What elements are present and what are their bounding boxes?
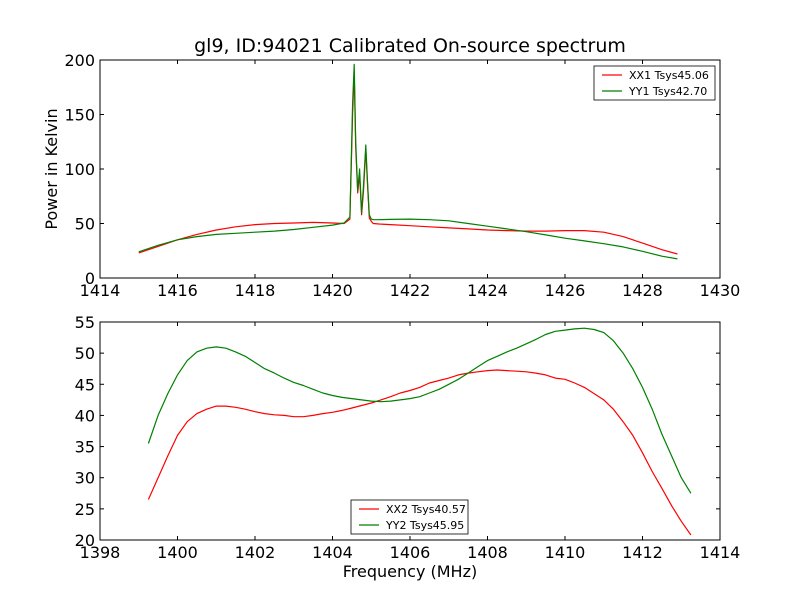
bottom-y-tick-label: 30 bbox=[75, 469, 95, 488]
top-x-tick-label: 1426 bbox=[545, 281, 586, 300]
top-x-tick-label: 1414 bbox=[80, 281, 121, 300]
top-legend-label-1: XX1 Tsys45.06 bbox=[629, 69, 709, 82]
bottom-legend-box bbox=[350, 499, 469, 535]
bottom-x-tick-label: 1408 bbox=[467, 543, 508, 562]
bottom-x-tick-label: 1406 bbox=[390, 543, 431, 562]
top-y-tick-label: 50 bbox=[75, 215, 95, 234]
bottom-series-line-2 bbox=[147, 327, 692, 494]
top-y-tick-label: 0 bbox=[85, 269, 95, 288]
bottom-x-tick-label: 1398 bbox=[80, 543, 121, 562]
top-x-tick-label: 1420 bbox=[312, 281, 353, 300]
bottom-y-tick-label: 40 bbox=[75, 406, 95, 425]
bottom-y-tick-label: 25 bbox=[75, 500, 95, 519]
bottom-series-line-1 bbox=[147, 369, 692, 536]
bottom-x-tick-label: 1402 bbox=[235, 543, 276, 562]
chart-title: gl9, ID:94021 Calibrated On-source spect… bbox=[194, 35, 626, 57]
top-y-tick-label: 100 bbox=[64, 160, 95, 179]
bottom-legend-label-1: XX2 Tsys40.57 bbox=[386, 503, 466, 516]
bottom-x-tick-label: 1404 bbox=[312, 543, 353, 562]
bottom-y-tick-label: 55 bbox=[75, 313, 95, 332]
top-legend-box bbox=[593, 65, 716, 101]
bottom-plot-panel: 1398 1400 1402 1404 1406 1408 1410 1412 1414 20 25… bbox=[75, 313, 741, 562]
bottom-y-tick-label: 50 bbox=[75, 344, 95, 363]
top-y-tick-label: 150 bbox=[64, 106, 95, 125]
top-legend-label-2: YY1 Tsys42.70 bbox=[628, 85, 707, 98]
top-plot-panel: 1414 1416 1418 1420 1422 1424 1426 1428 1430 0 50 1… bbox=[64, 51, 740, 300]
bottom-legend-label-2: YY2 Tsys45.95 bbox=[385, 519, 464, 532]
top-x-tick-label: 1430 bbox=[700, 281, 741, 300]
top-x-tick-label: 1428 bbox=[622, 281, 663, 300]
bottom-y-tick-label: 35 bbox=[75, 438, 95, 457]
bottom-legend: XX2 Tsys40.57 YY2 Tsys45.95 bbox=[350, 499, 469, 535]
bottom-x-tick-label: 1414 bbox=[700, 543, 741, 562]
top-y-tick-label: 200 bbox=[64, 51, 95, 70]
y-axis-label: Power in Kelvin bbox=[42, 108, 61, 229]
bottom-x-tick-label: 1412 bbox=[622, 543, 663, 562]
bottom-x-tick-label: 1400 bbox=[157, 543, 198, 562]
top-series-line-2 bbox=[138, 63, 678, 260]
top-x-tick-label: 1416 bbox=[157, 281, 198, 300]
top-x-tick-label: 1422 bbox=[390, 281, 431, 300]
top-legend: XX1 Tsys45.06 YY1 Tsys42.70 bbox=[593, 65, 716, 101]
top-x-tick-label: 1418 bbox=[235, 281, 276, 300]
top-x-tick-label: 1424 bbox=[467, 281, 508, 300]
bottom-y-tick-label: 45 bbox=[75, 375, 95, 394]
x-axis-label: Frequency (MHz) bbox=[343, 562, 477, 581]
bottom-x-tick-label: 1410 bbox=[545, 543, 586, 562]
bottom-y-tick-label: 20 bbox=[75, 531, 95, 550]
